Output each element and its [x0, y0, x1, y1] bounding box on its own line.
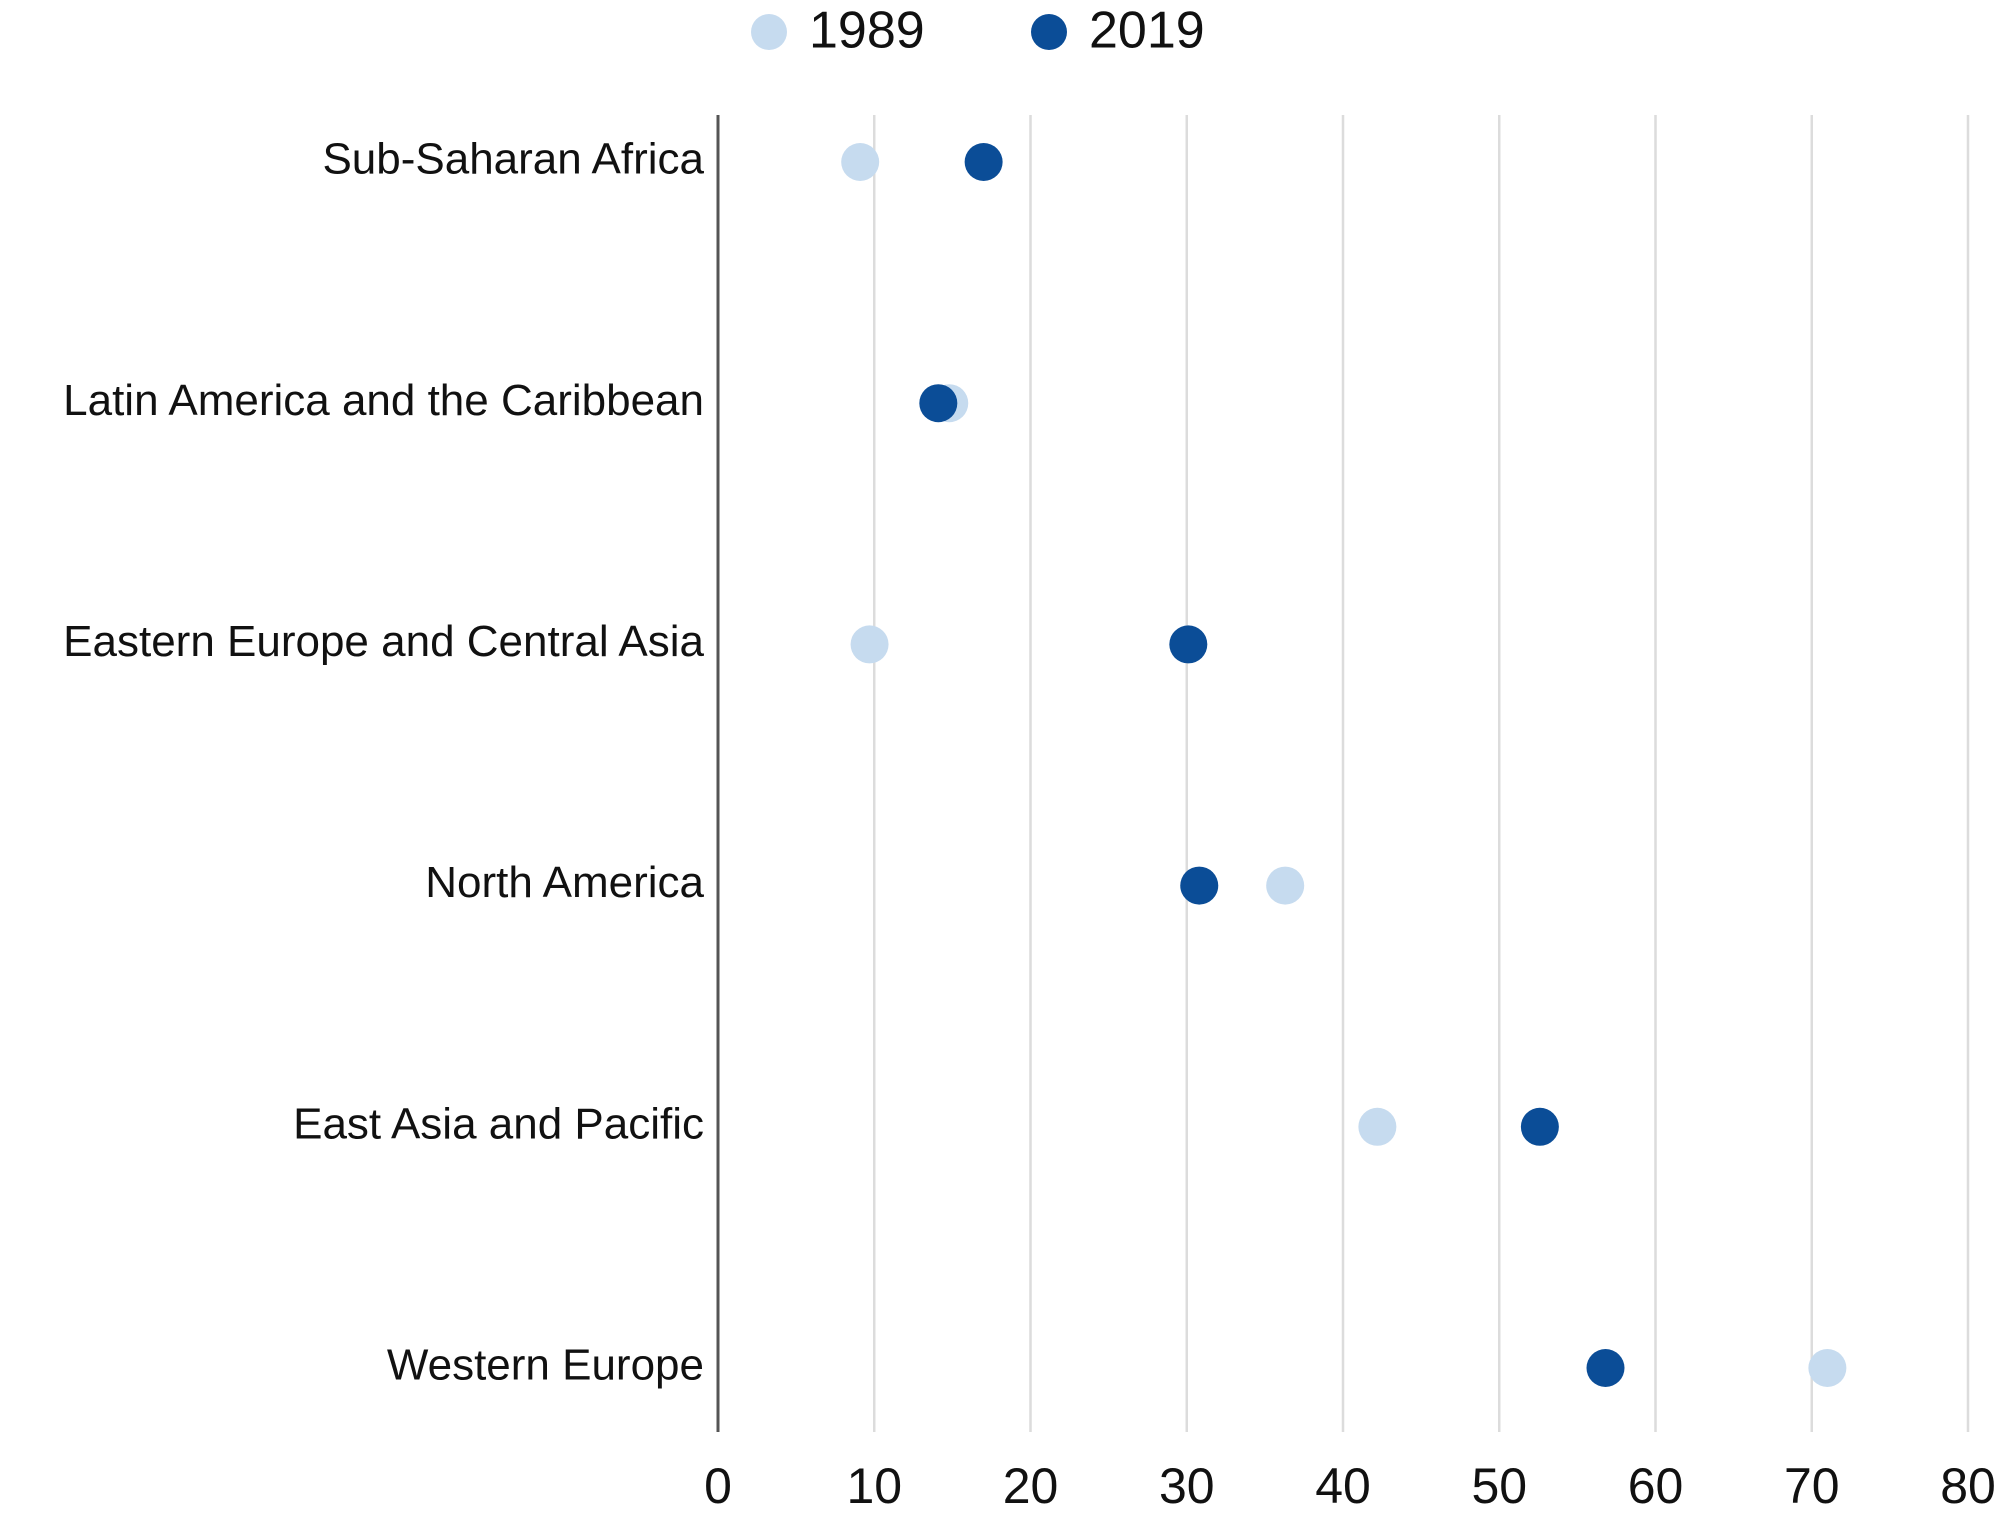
- dot: [1180, 866, 1219, 905]
- x-tick-label: 10: [846, 1458, 902, 1514]
- dot: [1266, 866, 1305, 905]
- x-tick-label: 0: [704, 1458, 732, 1514]
- legend-label: 1989: [809, 2, 925, 60]
- x-tick-label: 70: [1784, 1458, 1840, 1514]
- y-tick-label: Eastern Europe and Central Asia: [63, 617, 704, 666]
- dot: [1520, 1107, 1559, 1146]
- x-tick-label: 30: [1159, 1458, 1215, 1514]
- legend-label: 2019: [1089, 2, 1205, 60]
- x-tick-label: 60: [1628, 1458, 1684, 1514]
- x-tick-label: 50: [1471, 1458, 1527, 1514]
- dot: [1358, 1107, 1397, 1146]
- legend-marker: [1031, 14, 1067, 50]
- y-tick-label: North America: [425, 858, 704, 907]
- legend-marker: [751, 14, 787, 50]
- dot: [1808, 1349, 1847, 1387]
- dot: [1169, 625, 1208, 664]
- x-tick-label: 20: [1003, 1458, 1059, 1514]
- dot: [841, 143, 880, 181]
- x-tick-label: 80: [1940, 1458, 1996, 1514]
- y-tick-label: Latin America and the Caribbean: [63, 376, 704, 425]
- dot: [964, 143, 1003, 181]
- x-tick-label: 40: [1315, 1458, 1371, 1514]
- y-tick-label: Western Europe: [387, 1341, 704, 1390]
- dot: [850, 625, 889, 664]
- y-tick-label: East Asia and Pacific: [293, 1099, 704, 1148]
- dot: [919, 384, 958, 423]
- y-tick-label: Sub-Saharan Africa: [322, 135, 704, 184]
- dot: [1586, 1349, 1625, 1387]
